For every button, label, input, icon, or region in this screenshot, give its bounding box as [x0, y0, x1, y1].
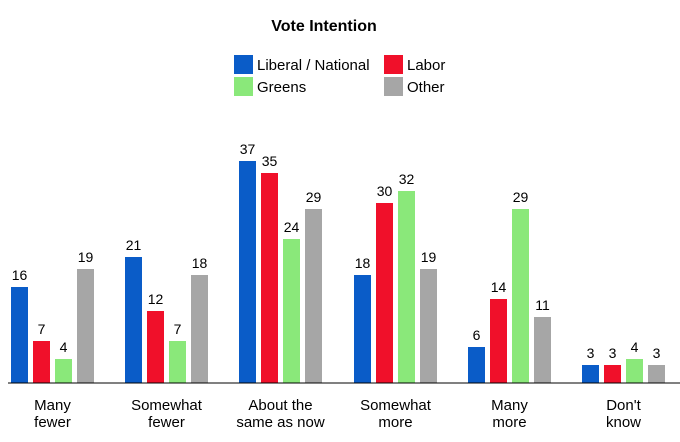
- value-label-many-more-greens: 29: [513, 189, 529, 205]
- value-label-somewhat-fewer-greens: 7: [174, 321, 182, 337]
- legend-swatch-greens: [234, 77, 253, 96]
- legend-label-greens: Greens: [257, 79, 306, 96]
- bar-somewhat-fewer-liberal-national: [125, 257, 142, 383]
- value-label-somewhat-fewer-labor: 12: [148, 291, 164, 307]
- value-label-somewhat-more-other: 19: [421, 249, 437, 265]
- bar-somewhat-more-labor: [376, 203, 393, 383]
- bar-somewhat-fewer-labor: [147, 311, 164, 383]
- category-label-many-fewer-line2: fewer: [34, 414, 71, 431]
- value-label-somewhat-fewer-liberal-national: 21: [126, 237, 142, 253]
- value-label-about-the-same-as-now-liberal-national: 37: [240, 141, 256, 157]
- category-label-somewhat-fewer-line2: fewer: [148, 414, 185, 431]
- bar-about-the-same-as-now-other: [305, 209, 322, 383]
- legend-swatch-liberal-national: [234, 55, 253, 74]
- legend-label-other: Other: [407, 79, 445, 96]
- value-label-many-fewer-labor: 7: [38, 321, 46, 337]
- legend-swatch-other: [384, 77, 403, 96]
- bar-somewhat-more-greens: [398, 191, 415, 383]
- value-label-many-fewer-greens: 4: [60, 339, 68, 355]
- bar-about-the-same-as-now-labor: [261, 173, 278, 383]
- bar-many-more-labor: [490, 299, 507, 383]
- category-label-many-fewer-line1: Many: [34, 397, 71, 414]
- bar-many-fewer-greens: [55, 359, 72, 383]
- value-label-don-t-know-greens: 4: [631, 339, 639, 355]
- value-label-somewhat-more-greens: 32: [399, 171, 415, 187]
- bar-many-more-greens: [512, 209, 529, 383]
- bar-somewhat-more-liberal-national: [354, 275, 371, 383]
- category-label-about-the-same-as-now-line2: same as now: [236, 414, 325, 431]
- category-label-somewhat-more-line1: Somewhat: [360, 397, 432, 414]
- bar-many-fewer-labor: [33, 341, 50, 383]
- value-label-about-the-same-as-now-other: 29: [306, 189, 322, 205]
- category-label-many-more-line1: Many: [491, 397, 528, 414]
- legend-label-labor: Labor: [407, 57, 445, 74]
- value-label-many-fewer-liberal-national: 16: [12, 267, 28, 283]
- value-label-many-more-liberal-national: 6: [473, 327, 481, 343]
- bar-don-t-know-other: [648, 365, 665, 383]
- bar-many-fewer-other: [77, 269, 94, 383]
- legend-swatch-labor: [384, 55, 403, 74]
- bars: [11, 161, 665, 383]
- value-label-many-more-other: 11: [535, 297, 550, 313]
- legend: Liberal / National Labor Greens Other: [234, 55, 445, 96]
- bar-many-fewer-liberal-national: [11, 287, 28, 383]
- value-label-somewhat-fewer-other: 18: [192, 255, 208, 271]
- bar-don-t-know-greens: [626, 359, 643, 383]
- category-label-about-the-same-as-now-line1: About the: [248, 397, 312, 414]
- value-label-don-t-know-liberal-national: 3: [587, 345, 595, 361]
- value-label-about-the-same-as-now-greens: 24: [284, 219, 300, 235]
- category-label-don-t-know-line2: know: [606, 414, 641, 431]
- category-label-many-more-line2: more: [492, 414, 526, 431]
- bar-don-t-know-liberal-national: [582, 365, 599, 383]
- category-label-somewhat-fewer-line1: Somewhat: [131, 397, 203, 414]
- value-label-somewhat-more-liberal-national: 18: [355, 255, 371, 271]
- bar-somewhat-fewer-other: [191, 275, 208, 383]
- bar-about-the-same-as-now-liberal-national: [239, 161, 256, 383]
- bar-many-more-liberal-national: [468, 347, 485, 383]
- value-label-many-fewer-other: 19: [78, 249, 94, 265]
- value-label-somewhat-more-labor: 30: [377, 183, 393, 199]
- category-label-don-t-know-line1: Don't: [606, 397, 641, 414]
- bar-somewhat-fewer-greens: [169, 341, 186, 383]
- legend-label-liberal-national: Liberal / National: [257, 57, 370, 74]
- bar-somewhat-more-other: [420, 269, 437, 383]
- bar-don-t-know-labor: [604, 365, 621, 383]
- value-label-don-t-know-labor: 3: [609, 345, 617, 361]
- value-label-many-more-labor: 14: [491, 279, 507, 295]
- value-label-about-the-same-as-now-labor: 35: [262, 153, 278, 169]
- category-label-somewhat-more-line2: more: [378, 414, 412, 431]
- bar-about-the-same-as-now-greens: [283, 239, 300, 383]
- bar-many-more-other: [534, 317, 551, 383]
- chart-title: Vote Intention: [271, 18, 376, 35]
- value-label-don-t-know-other: 3: [653, 345, 661, 361]
